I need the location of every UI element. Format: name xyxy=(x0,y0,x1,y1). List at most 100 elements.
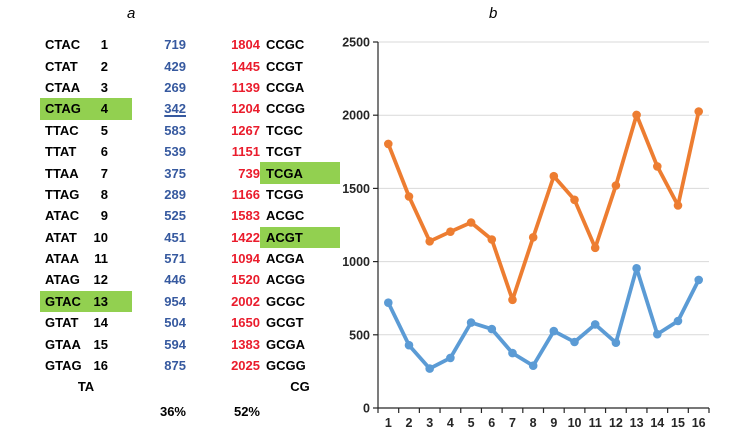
table-row: GTAC 13 954 2002 GCGC xyxy=(40,290,340,313)
ta-seq-cell: TTAC 5 xyxy=(40,120,132,141)
panel-a-title: a xyxy=(127,5,136,22)
ta-sequence: CTAG xyxy=(45,101,81,117)
ta-sequence: TTAT xyxy=(45,144,77,160)
row-index: 8 xyxy=(100,186,108,202)
x-tick-label: 8 xyxy=(530,416,537,430)
cg-seq-cell: ACGC xyxy=(266,208,305,224)
cg-count-cell: 739 xyxy=(238,165,260,181)
cg-series-marker xyxy=(549,171,559,181)
cg-series-marker xyxy=(590,243,600,253)
x-tick-label: 2 xyxy=(406,416,413,430)
ta-series-marker xyxy=(570,337,579,347)
row-index: 10 xyxy=(93,229,108,245)
cg-count-cell: 1650 xyxy=(231,315,260,331)
row-index: 1 xyxy=(100,37,108,53)
table-row: GTAG 16 875 2025 GCGG xyxy=(40,355,340,376)
cg-seq-cell: GCGA xyxy=(266,336,305,352)
ta-count-cell: 539 xyxy=(132,141,186,162)
ta-count: 375 xyxy=(164,165,186,181)
row-index: 11 xyxy=(94,251,108,267)
ta-sequence: ATAA xyxy=(45,251,80,267)
cg-count-cell: 1267 xyxy=(231,122,260,138)
ta-count-cell: 525 xyxy=(132,205,186,226)
ta-seq-cell: ATAT 10 xyxy=(40,227,132,248)
ta-count-cell: 375 xyxy=(132,162,186,183)
cg-seq-cell: CCGA xyxy=(266,79,305,95)
cg-count-cell: 1139 xyxy=(231,79,260,95)
ta-series-line xyxy=(386,266,701,371)
ta-count: 451 xyxy=(164,229,186,245)
ta-count-cell: 571 xyxy=(132,248,186,269)
table-footer-percentages: 36% 52% xyxy=(40,401,340,422)
ta-series-marker xyxy=(446,353,455,363)
cg-seq-cell: TCGT xyxy=(266,144,302,160)
cg-seq-cell: TCGC xyxy=(266,122,303,138)
table-row: ATAC 9 525 1583 ACGC xyxy=(40,205,340,226)
cg-seq-cell: GCGG xyxy=(266,358,306,374)
ta-sequence: TTAC xyxy=(45,122,79,138)
ta-series-marker xyxy=(694,275,703,285)
cg-count-cell: 1583 xyxy=(231,208,260,224)
y-tick-label: 1500 xyxy=(342,182,370,196)
table-footer-labels: TA CG xyxy=(40,376,340,397)
cg-series-marker xyxy=(446,227,455,236)
ta-series-marker xyxy=(611,338,621,348)
x-tick-label: 16 xyxy=(692,416,706,430)
ta-seq-cell: CTAT 2 xyxy=(40,55,132,76)
cg-count-cell: 1094 xyxy=(231,251,260,267)
ta-series-marker xyxy=(632,264,641,273)
ta-count: 429 xyxy=(164,58,186,74)
sequence-table: CTAC 1 719 1804 CCGC CTAT 2 429 1445 CCGT CTAA 3 269… xyxy=(40,34,340,422)
x-tick-label: 3 xyxy=(426,416,433,430)
ta-count: 504 xyxy=(164,315,186,331)
ta-count-cell: 954 xyxy=(132,291,186,312)
cg-series-marker xyxy=(653,162,662,171)
x-tick-label: 9 xyxy=(550,416,557,430)
ta-seq-cell: CTAA 3 xyxy=(40,77,132,98)
cg-count-cell: 2002 xyxy=(231,293,260,309)
cg-seq-cell: TCGG xyxy=(266,186,304,202)
ta-seq-cell: GTAA 15 xyxy=(40,333,132,354)
ta-sequence: CTAT xyxy=(45,58,78,74)
cg-series-marker xyxy=(384,139,393,149)
table-row: TTAC 5 583 1267 TCGC xyxy=(40,120,340,141)
ta-sequence: CTAC xyxy=(45,37,81,53)
cg-seq-cell: GCGC xyxy=(266,293,305,309)
cg-count-cell: 1204 xyxy=(231,101,260,117)
cg-series-marker xyxy=(528,233,538,242)
table-row: CTAG 4 342 1204 CCGG xyxy=(40,98,340,120)
x-tick-label: 5 xyxy=(468,416,475,430)
y-tick-label: 2500 xyxy=(342,36,370,50)
ta-sequence: GTAA xyxy=(45,336,81,352)
ta-series-marker xyxy=(425,364,434,373)
row-index: 3 xyxy=(100,79,108,95)
ta-sequence: ATAG xyxy=(45,272,80,288)
table-row: TTAT 6 539 1151 TCGT xyxy=(40,141,340,162)
cg-series-marker xyxy=(508,295,517,305)
cg-count-cell: 1151 xyxy=(231,144,260,160)
y-tick-label: 500 xyxy=(349,328,370,342)
cg-series-marker xyxy=(694,107,703,116)
cg-count-cell: 1520 xyxy=(231,272,260,288)
ta-count: 539 xyxy=(164,144,186,160)
ta-sequence: GTAT xyxy=(45,315,79,331)
ta-sequence: TTAG xyxy=(45,186,80,202)
ta-series-marker xyxy=(508,348,517,358)
cg-series-marker xyxy=(487,235,497,244)
row-index: 15 xyxy=(93,336,108,352)
table-row: CTAT 2 429 1445 CCGT xyxy=(40,55,340,76)
ta-count: 571 xyxy=(164,251,186,267)
ta-seq-cell: TTAA 7 xyxy=(40,162,132,183)
cg-seq-cell: GCGT xyxy=(266,315,304,331)
x-tick-label: 14 xyxy=(650,416,664,430)
row-index: 5 xyxy=(100,122,108,138)
cg-series-marker xyxy=(404,192,414,201)
ta-count-cell: 594 xyxy=(132,333,186,354)
ta-seq-cell: GTAG 16 xyxy=(40,355,132,376)
y-tick-label: 0 xyxy=(363,402,370,416)
ta-seq-cell: CTAC 1 xyxy=(40,34,132,55)
ta-count: 719 xyxy=(164,37,186,53)
ta-count-cell: 451 xyxy=(132,227,186,248)
ta-column-label: TA xyxy=(77,379,95,395)
ta-series-marker xyxy=(528,361,538,371)
